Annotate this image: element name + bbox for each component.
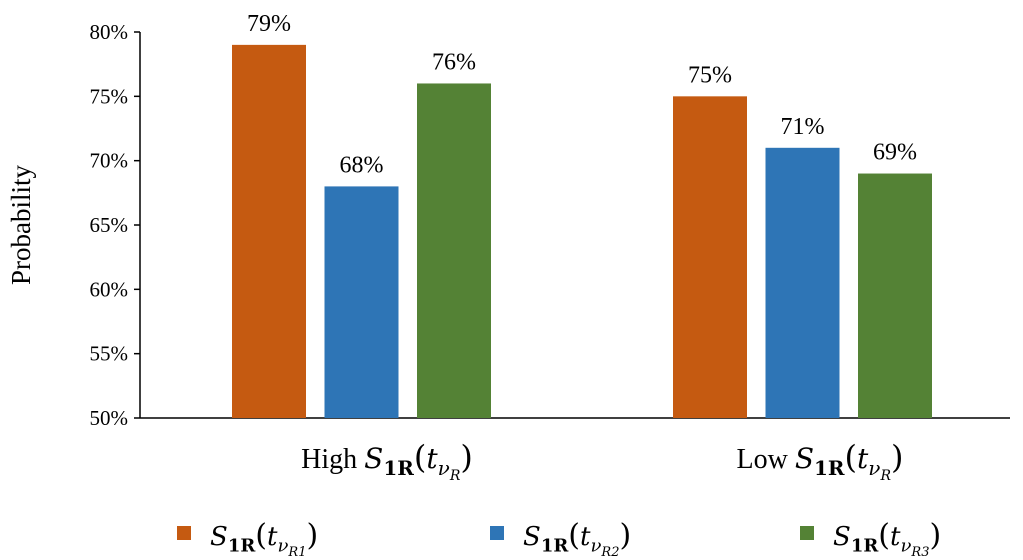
- data-label: 79%: [247, 11, 291, 37]
- legend-item: S1R(tνR1): [177, 518, 318, 560]
- x-category-label: Low S1R(tνR): [736, 438, 903, 484]
- legend-swatch: [800, 526, 814, 540]
- y-tick-label: 70%: [90, 149, 129, 173]
- legend-item: S1R(tνR3): [800, 518, 941, 560]
- legend: S1R(tνR1) S1R(tνR2) S1R(tνR3): [177, 518, 941, 560]
- y-tick-label: 75%: [90, 84, 129, 108]
- y-tick-label: 60%: [90, 277, 129, 301]
- x-category-label: High S1R(tνR): [301, 438, 473, 484]
- y-tick-label: 80%: [90, 20, 129, 44]
- legend-label: S1R(tνR3): [833, 518, 941, 560]
- y-axis-title: Probability: [6, 165, 36, 285]
- data-label: 76%: [432, 49, 476, 75]
- bar: [765, 147, 840, 419]
- y-tick-label: 50%: [90, 406, 129, 430]
- y-axis-ticks: 50% 55% 60% 65% 70% 75% 80%: [90, 20, 140, 430]
- data-label: 75%: [688, 62, 732, 88]
- x-axis-categories: High S1R(tνR) Low S1R(tνR): [301, 438, 903, 484]
- bar: [232, 44, 306, 418]
- bar: [673, 96, 747, 418]
- legend-swatch: [177, 526, 191, 540]
- legend-item: S1R(tνR2): [490, 518, 631, 560]
- legend-label: S1R(tνR2): [523, 518, 631, 560]
- y-tick-label: 65%: [90, 213, 129, 237]
- bar: [858, 173, 932, 418]
- legend-swatch: [490, 526, 504, 540]
- bar: [324, 186, 399, 418]
- y-tick-label: 55%: [90, 342, 129, 366]
- legend-label: S1R(tνR1): [210, 518, 318, 560]
- data-label: 68%: [340, 152, 384, 178]
- data-label: 69%: [873, 140, 917, 166]
- bar: [417, 83, 491, 418]
- data-label: 71%: [781, 114, 825, 140]
- bars-group: 79% 75% 68% 71% 76% 69%: [232, 11, 932, 419]
